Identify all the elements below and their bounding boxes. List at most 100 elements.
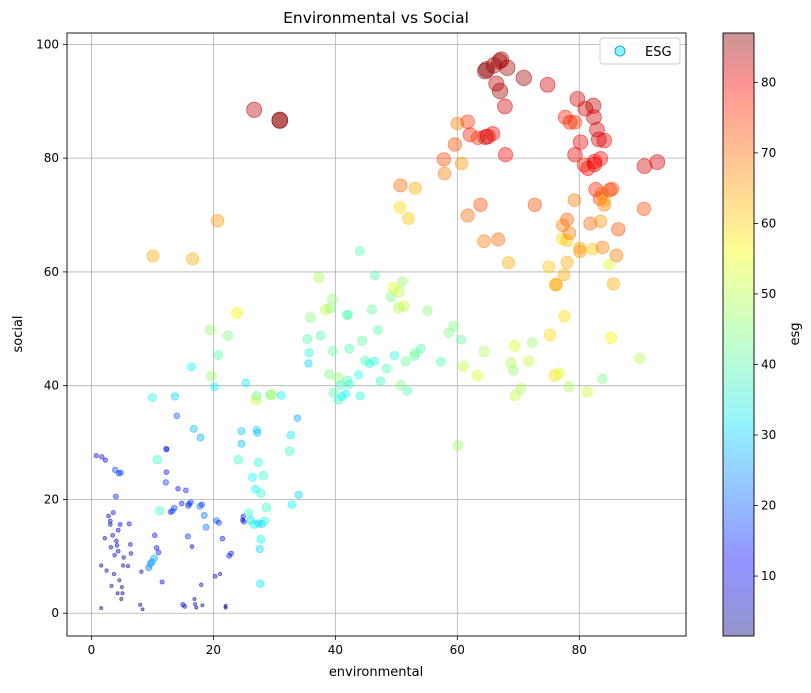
data-point [457,360,469,372]
data-point [213,350,224,360]
data-point [636,201,652,216]
y-tick-label: 60 [44,265,59,279]
y-tick-label: 40 [44,379,59,393]
data-point [497,98,513,115]
data-point [145,564,153,572]
data-point [192,596,197,602]
data-point [241,519,247,525]
colorbar-tick-label: 40 [761,357,776,371]
x-tick-label: 60 [450,643,465,657]
data-point [253,428,262,437]
data-point [138,602,143,607]
data-point [497,147,514,163]
data-point [111,571,117,577]
data-point [499,59,516,76]
data-point [187,499,194,506]
data-point [121,555,126,560]
data-point [634,352,646,364]
data-point [115,591,120,596]
data-point [184,533,191,540]
data-point [452,440,464,451]
data-point [200,511,208,519]
data-point [586,242,600,256]
data-point [255,544,264,554]
data-point [515,383,527,394]
data-point [327,293,338,305]
data-point [381,363,392,374]
data-point [611,222,626,237]
data-point [196,433,205,442]
data-point [170,392,179,401]
data-point [609,248,624,263]
data-point [447,137,463,152]
data-point [163,469,170,475]
data-point [237,439,246,448]
data-point [140,607,145,612]
legend-marker [614,45,626,57]
data-point [454,156,469,170]
data-point [344,379,355,389]
data-point [488,75,505,92]
y-tick-label: 80 [44,151,59,165]
data-point [117,522,123,527]
data-point [473,197,488,212]
data-point [460,208,475,223]
data-point [155,549,162,556]
data-point [402,385,413,396]
data-point [539,76,556,93]
data-point [477,234,491,249]
data-point [233,455,244,465]
data-point [194,605,199,610]
data-point [562,114,578,130]
data-point [206,370,217,382]
colorbar: 10 20 30 40 50 60 70 80 esg [722,32,803,637]
data-point [602,182,618,198]
data-point [422,305,433,316]
data-point [286,430,296,440]
data-point [305,312,316,323]
data-point [355,391,365,401]
data-point [139,569,144,574]
data-point [543,328,557,342]
data-point [589,121,605,138]
data-point [586,109,602,126]
data-point [287,500,297,509]
data-point [271,111,289,129]
data-point [501,256,515,270]
y-axis-label: social [11,315,26,352]
data-point [400,356,411,367]
data-point [186,252,200,266]
data-point [596,132,613,149]
data-point [93,453,99,459]
data-point [173,412,181,420]
data-point [120,563,126,568]
data-point [112,552,117,558]
data-point [462,127,478,143]
data-point [366,304,377,315]
data-point [117,469,124,476]
data-point [163,446,170,453]
data-point [187,362,196,372]
legend: ESG [599,37,681,65]
data-point [155,506,165,516]
legend-entry-esg: ESG [645,45,672,60]
data-point [508,365,519,376]
data-point [198,582,204,588]
colorbar-tick-label: 70 [761,146,776,160]
x-tick-label: 40 [328,643,343,657]
data-point [241,378,250,388]
data-point [389,350,400,361]
data-point [106,513,111,519]
data-point [189,544,195,550]
data-point [178,500,185,507]
data-point [261,502,272,513]
data-point [228,550,234,557]
colorbar-tick-label: 20 [761,499,776,513]
data-point [324,369,335,380]
colorbar-tick-label: 50 [761,287,776,301]
data-point [107,522,113,527]
data-point [325,303,336,314]
data-point [450,116,465,131]
data-point [593,151,609,167]
